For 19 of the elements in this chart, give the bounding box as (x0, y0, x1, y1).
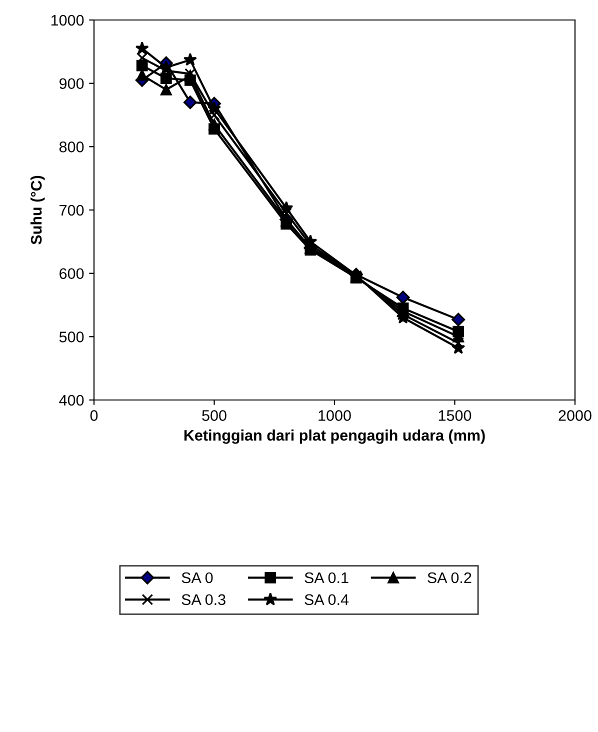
y-tick-label: 700 (60, 204, 84, 216)
legend-label: SA 0.3 (182, 594, 226, 606)
y-tick-label: 1000 (51, 14, 84, 26)
y-tick-label: 400 (59, 394, 84, 406)
x-tick-label: 1500 (438, 410, 472, 421)
x-tick-label: 2000 (558, 410, 592, 421)
legend-label: SA 0.2 (428, 572, 472, 584)
legend-label: SA 0 (182, 572, 213, 584)
y-axis-title: Suhu (°C) (30, 176, 45, 244)
x-tick-label: 1000 (318, 410, 351, 421)
y-tick-label: 600 (60, 268, 84, 280)
x-tick-label: 0 (90, 410, 98, 421)
y-tick-label: 500 (59, 332, 84, 342)
y-tick-label: 900 (60, 78, 84, 90)
y-tick-label: 800 (59, 142, 84, 152)
legend-label: SA 0.4 (304, 594, 349, 606)
x-tick-label: 500 (202, 410, 226, 421)
x-axis-title: Ketinggian dari plat pengagih udara (mm) (184, 430, 485, 444)
legend-label: SA 0.1 (304, 572, 348, 584)
